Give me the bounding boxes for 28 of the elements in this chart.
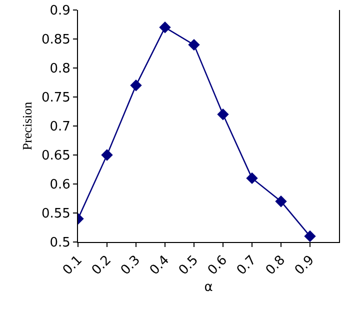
y-tick-label: 0.55	[41, 206, 70, 222]
x-tick-label: 0.8	[263, 252, 288, 278]
y-tick-label: 0.75	[41, 90, 70, 106]
point	[101, 149, 113, 161]
point	[188, 38, 200, 51]
y-tick-label: 0.85	[41, 32, 70, 48]
point	[246, 172, 258, 184]
point	[130, 80, 142, 92]
point	[217, 108, 229, 120]
y-tick-label: 0.6	[50, 178, 70, 193]
x-tick-label: 0.4	[147, 252, 172, 278]
point	[159, 22, 171, 34]
x-axis-title: α	[204, 280, 213, 295]
x-tick-label: 0.3	[118, 252, 144, 278]
y-tick-label: 0.5	[50, 236, 70, 251]
y-tick-label: 0.8	[50, 62, 70, 77]
y-axis-title: Precision	[19, 101, 34, 150]
x-tick-label: 0.1	[60, 252, 86, 278]
y-tick-label: 0.65	[41, 148, 70, 164]
x-tick-label: 0.5	[176, 252, 202, 278]
point	[275, 196, 287, 208]
x-tick-label: 0.9	[292, 252, 318, 278]
point	[304, 230, 316, 242]
x-tick-label: 0.7	[234, 252, 260, 278]
x-tick-label: 0.6	[205, 252, 230, 278]
x-tick-label: 0.2	[89, 252, 114, 278]
y-tick-label: 0.7	[50, 120, 70, 135]
y-tick-label: 0.9	[50, 4, 70, 19]
